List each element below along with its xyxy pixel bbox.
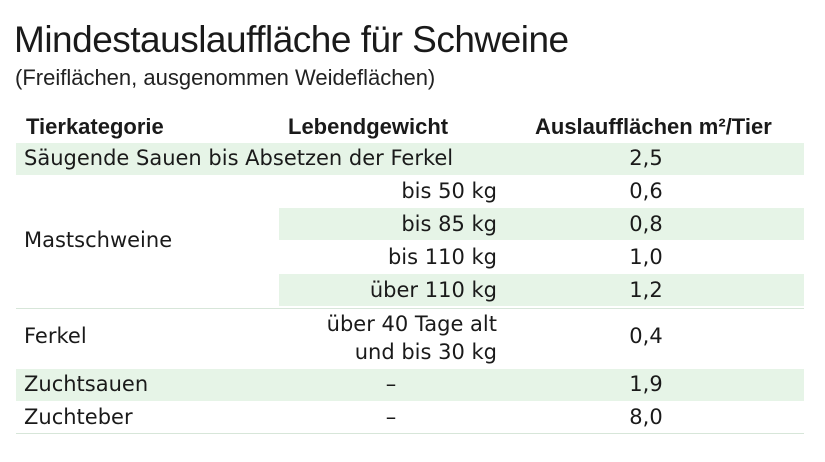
cell-category-zuchteber: Zuchteber	[24, 405, 133, 429]
cell-category-zuchtsauen: Zuchtsauen	[24, 372, 149, 396]
column-header-area: Auslaufflächen m²/Tier	[535, 114, 772, 139]
column-header-category: Tierkategorie	[26, 114, 164, 139]
cell-area-mast-ueber-110: 1,2	[629, 278, 663, 302]
cell-area-zuchtsauen: 1,9	[629, 372, 663, 396]
page-subtitle: (Freiflächen, ausgenommen Weideflächen)	[15, 65, 436, 90]
column-header-weight: Lebendgewicht	[288, 114, 449, 139]
cell-area-ferkel: 0,4	[629, 324, 663, 348]
cell-category-ferkel: Ferkel	[24, 324, 87, 348]
row-band-saugende-sauen	[16, 143, 804, 175]
cell-weight-mast-50: bis 50 kg	[401, 179, 497, 203]
cell-category-mastschweine: Mastschweine	[24, 228, 173, 252]
cell-area-mast-85: 0,8	[629, 212, 663, 236]
cell-weight-mast-85: bis 85 kg	[401, 212, 497, 236]
page-title: Mindestauslauffläche für Schweine	[14, 19, 569, 60]
row-band-mast-ueber-110	[279, 274, 804, 306]
cell-weight-ferkel-line1: über 40 Tage alt	[326, 312, 497, 336]
cell-weight-zuchteber: –	[385, 405, 397, 429]
cell-category-saugende-sauen: Säugende Sauen bis Absetzen der Ferkel	[24, 146, 454, 170]
data-table: Tierkategorie Lebendgewicht Auslauffläch…	[16, 0, 804, 462]
row-band-zuchtsauen	[16, 369, 804, 401]
cell-area-saugende-sauen: 2,5	[629, 146, 663, 170]
cell-area-zuchteber: 8,0	[629, 405, 663, 429]
cell-area-mast-50: 0,6	[629, 179, 663, 203]
cell-weight-ferkel-line2: und bis 30 kg	[354, 340, 497, 364]
row-divider	[16, 308, 804, 309]
row-band-mast-85	[279, 208, 804, 240]
table-bottom-rule	[16, 433, 804, 434]
cell-area-mast-110: 1,0	[629, 245, 663, 269]
cell-weight-ferkel: über 40 Tage alt und bis 30 kg	[279, 310, 497, 366]
cell-weight-mast-110: bis 110 kg	[387, 245, 497, 269]
cell-weight-zuchtsauen: –	[385, 372, 397, 396]
cell-weight-mast-ueber-110: über 110 kg	[369, 278, 497, 302]
